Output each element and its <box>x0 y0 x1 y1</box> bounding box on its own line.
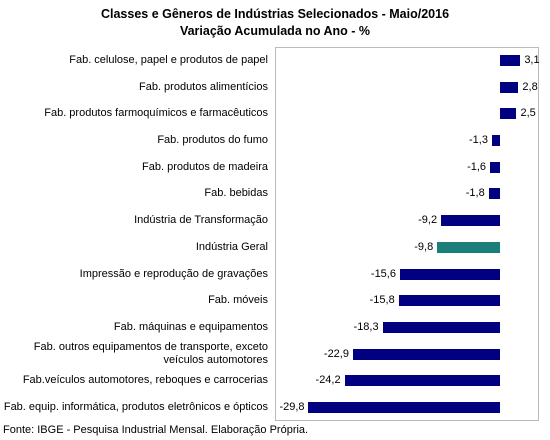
value-label: -22,9 <box>323 347 349 360</box>
bar <box>488 188 501 200</box>
value-label: -1,6 <box>467 160 487 173</box>
category-label: Fab. celulose, papel e produtos de papel <box>69 53 268 66</box>
category-label: Fab. máquinas e equipamentos <box>113 321 268 333</box>
value-label: 3,1 <box>524 53 540 66</box>
value-label: -9,2 <box>418 214 438 227</box>
bar <box>490 161 501 173</box>
bar <box>491 135 501 146</box>
bar <box>500 108 517 120</box>
category-label: Fab. produtos farmoquímicos e farmacêuti… <box>44 107 268 120</box>
value-label: -1,3 <box>468 134 488 146</box>
chart-subtitle: Variação Acumulada no Ano - % <box>179 24 371 38</box>
category-label: Indústria Geral <box>195 240 268 253</box>
value-label: -15,6 <box>370 267 396 280</box>
bar <box>437 241 501 253</box>
bar <box>308 402 501 414</box>
bar <box>352 348 501 360</box>
bar <box>399 268 501 280</box>
value-label: 2,8 <box>522 80 538 93</box>
plot-area <box>275 47 539 421</box>
value-label: -1,8 <box>465 187 485 200</box>
bar <box>500 54 521 66</box>
bar <box>382 322 501 333</box>
bar <box>398 295 501 307</box>
category-label: Fab. produtos alimentícios <box>138 80 268 93</box>
value-label: -24,2 <box>315 374 341 387</box>
category-label: Fab. outros equipamentos de transporte, … <box>33 341 268 367</box>
category-label: Impressão e reprodução de gravações <box>79 267 268 280</box>
source-note: Fonte: IBGE - Pesquisa Industrial Mensal… <box>3 424 309 436</box>
value-label: 2,5 <box>520 107 536 120</box>
value-label: -15,8 <box>369 294 395 307</box>
bar <box>441 215 501 227</box>
chart-title: Classes e Gêneros de Indústrias Selecion… <box>100 7 450 21</box>
value-label: -9,8 <box>414 240 434 253</box>
value-label: -18,3 <box>353 321 379 333</box>
category-label: Indústria de Transformação <box>134 214 268 227</box>
value-label: -29,8 <box>279 401 305 414</box>
category-label: Fab. bebidas <box>204 187 268 200</box>
category-label: Fab. móveis <box>208 294 268 307</box>
bar <box>344 375 501 387</box>
bar <box>500 81 519 93</box>
category-label: Fab. produtos do fumo <box>157 134 268 146</box>
category-label: Fab.veículos automotores, reboques e car… <box>22 374 268 387</box>
category-label: Fab. produtos de madeira <box>142 160 268 173</box>
category-label: Fab. equip. informática, produtos eletrô… <box>3 401 268 414</box>
